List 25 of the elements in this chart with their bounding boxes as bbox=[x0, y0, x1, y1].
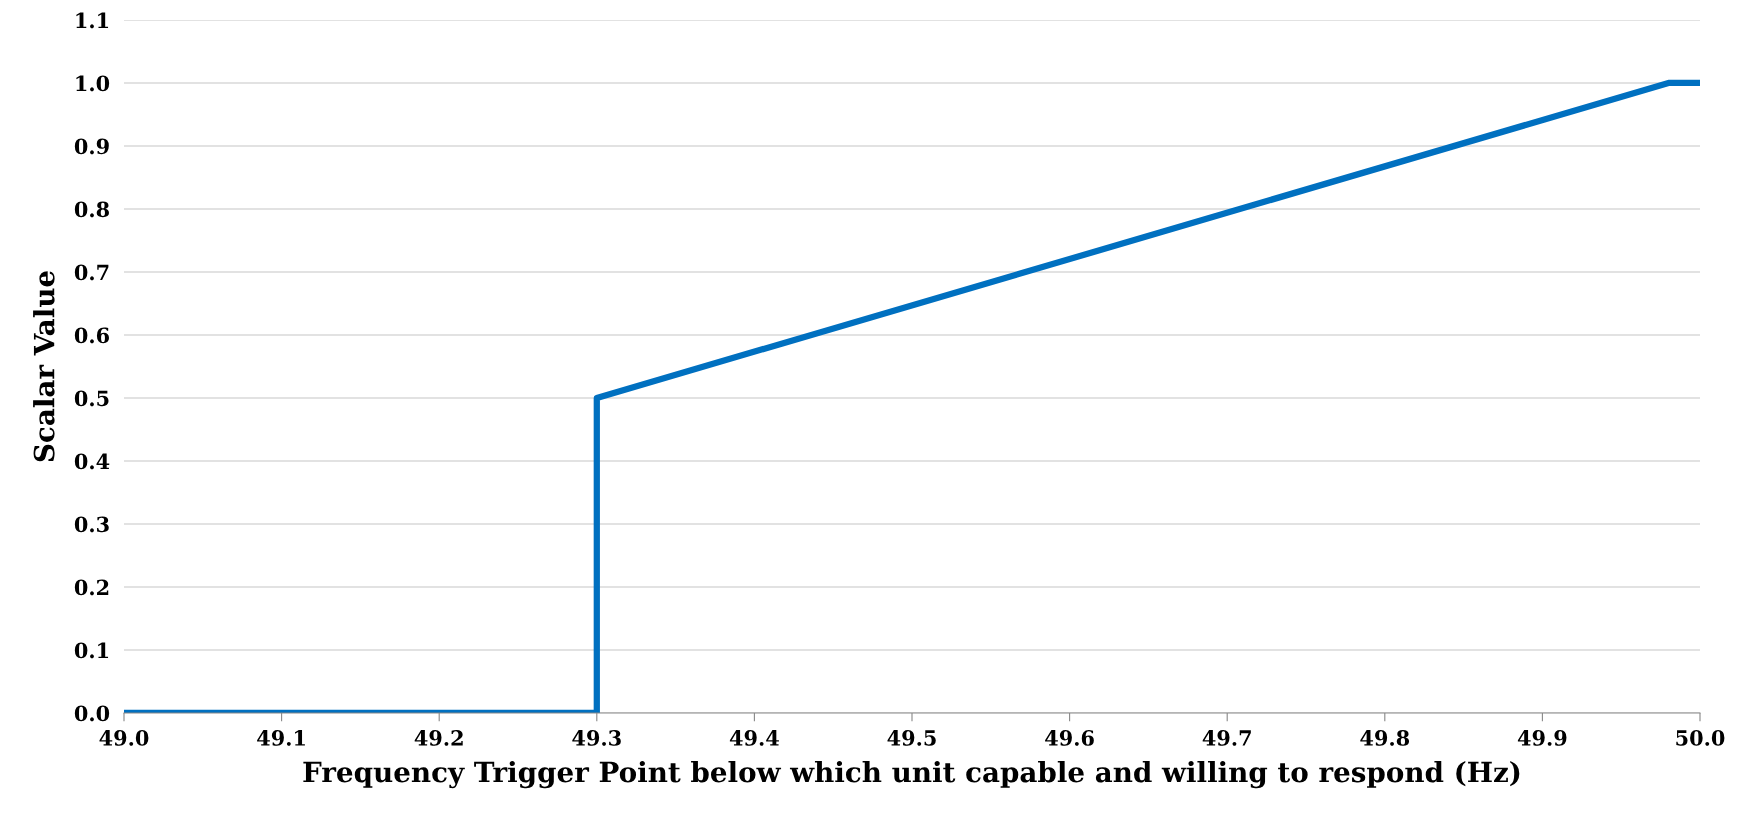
y-axis-title: Scalar Value bbox=[33, 271, 55, 462]
y-tick-label: 0.9 bbox=[74, 138, 109, 155]
x-tick-label: 49.5 bbox=[887, 730, 936, 746]
y-tick-label: 0.3 bbox=[74, 516, 109, 533]
x-tick-label: 49.3 bbox=[572, 730, 621, 746]
y-tick-label: 0.7 bbox=[74, 264, 109, 281]
x-tick-label: 49.7 bbox=[1202, 730, 1251, 746]
x-axis-title: Frequency Trigger Point below which unit capable and willing to respond (Hz) bbox=[303, 760, 1520, 789]
x-tick-label: 49.6 bbox=[1045, 730, 1094, 746]
y-tick-label: 0.6 bbox=[74, 327, 109, 344]
x-tick-label: 49.9 bbox=[1517, 730, 1567, 746]
y-tick-label: 0.5 bbox=[74, 390, 109, 407]
y-tick-label: 0.8 bbox=[74, 201, 109, 218]
x-tick-label: 49.2 bbox=[414, 730, 463, 746]
x-tick-label: 49.0 bbox=[99, 730, 149, 746]
y-tick-label: 1.0 bbox=[76, 75, 110, 92]
x-tick-label: 49.4 bbox=[729, 730, 779, 746]
y-tick-label: 1.1 bbox=[76, 12, 109, 29]
y-tick-label: 0.4 bbox=[74, 453, 110, 470]
y-tick-label: 0.2 bbox=[74, 579, 109, 596]
x-tick-label: 49.1 bbox=[257, 730, 305, 746]
x-tick-label: 50.0 bbox=[1676, 730, 1725, 746]
x-tick-label: 49.8 bbox=[1360, 730, 1410, 746]
y-tick-label: 0.1 bbox=[74, 642, 109, 659]
y-tick-label: 0.0 bbox=[74, 705, 110, 722]
